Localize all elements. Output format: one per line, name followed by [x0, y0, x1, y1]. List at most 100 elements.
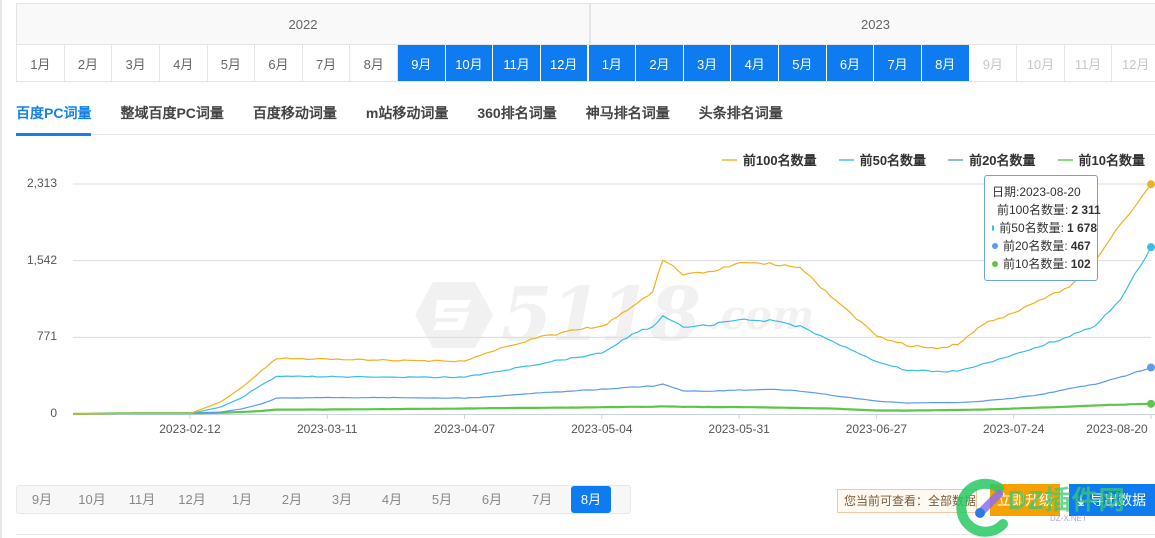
month-2022-6[interactable]: 6月 — [255, 45, 303, 81]
tab-3[interactable]: m站移动词量 — [365, 105, 449, 121]
x-tick-label: 2023-04-07 — [433, 422, 496, 436]
strip-month-2[interactable]: 11月 — [128, 492, 156, 507]
month-2023-5[interactable]: 5月 — [779, 45, 827, 81]
tooltip-date: 日期:2023-08-20 — [992, 185, 1081, 199]
tooltip-row: 前20名数量: 467 — [992, 237, 1097, 255]
y-tick-label: 0 — [50, 406, 57, 420]
tab-4[interactable]: 360排名词量 — [477, 105, 557, 121]
y-tick-label: 2,313 — [26, 176, 57, 190]
left-border — [0, 0, 2, 538]
month-2022-2[interactable]: 2月 — [64, 45, 113, 81]
strip-month-11[interactable]: 8月 — [571, 486, 611, 513]
month-2022-7[interactable]: 7月 — [302, 45, 351, 81]
month-row: 1月 2月 3月 4月 5月 6月 7月 8月 9月 10月 11月 12月 1月 2月 3月 4月 5月 6月 7… — [17, 45, 1155, 81]
legend-item-2[interactable]: 前20名数量 — [948, 150, 1036, 169]
strip-month-8[interactable]: 5月 — [431, 492, 453, 507]
series-line-1 — [73, 246, 1152, 415]
month-2023-8[interactable]: 8月 — [921, 45, 970, 81]
x-tick-label: 2023-03-11 — [296, 422, 358, 436]
line-chart[interactable] — [0, 170, 1155, 430]
series-dot-icon — [992, 243, 998, 249]
strip-month-0[interactable]: 9月 — [31, 492, 53, 507]
legend-item-0[interactable]: 前100名数量 — [721, 150, 817, 169]
month-picker: 2022 2023 1月 2月 3月 4月 5月 6月 7月 8月 9月 10月 11月 12月 1月 2… — [16, 3, 1155, 82]
month-2022-8[interactable]: 8月 — [350, 45, 398, 81]
y-tick-label: 771 — [36, 329, 57, 344]
month-2022-5[interactable]: 5月 — [207, 45, 256, 81]
strip-month-6[interactable]: 3月 — [331, 492, 353, 507]
strip-month-4[interactable]: 1月 — [231, 492, 253, 507]
month-2022-3[interactable]: 3月 — [112, 45, 160, 81]
strip-month-5[interactable]: 2月 — [281, 492, 303, 507]
month-2022-12[interactable]: 12月 — [540, 45, 589, 81]
legend-label: 前20名数量 — [969, 153, 1036, 168]
strip-month-1[interactable]: 10月 — [78, 492, 106, 507]
x-tick-label: 2023-07-24 — [983, 422, 1045, 436]
x-tick-label: 2023-05-04 — [571, 422, 633, 436]
export-label: 导出数据 — [1090, 492, 1147, 508]
strip-month-10[interactable]: 7月 — [531, 492, 553, 507]
legend-line-icon — [838, 158, 854, 161]
series-point-2[interactable] — [1147, 363, 1155, 372]
month-2022-9[interactable]: 9月 — [398, 45, 446, 81]
y-tick-label: 1,542 — [26, 252, 57, 267]
metric-tabs: 百度PC词量 整域百度PC词量 百度移动词量 m站移动词量 360排名词量 神马排名词量 头… — [16, 95, 1155, 136]
month-2023-2[interactable]: 2月 — [636, 45, 684, 81]
series-line-0 — [73, 183, 1152, 415]
month-2023-4[interactable]: 4月 — [731, 45, 779, 81]
tooltip-value: 2 311 — [1071, 203, 1101, 217]
legend-line-icon — [721, 158, 737, 161]
tab-1[interactable]: 整域百度PC词量 — [120, 105, 224, 121]
year-2023-header: 2023 — [861, 16, 890, 32]
month-2022-1[interactable]: 1月 — [17, 45, 65, 81]
strip-month-7[interactable]: 4月 — [381, 492, 403, 507]
upgrade-button[interactable]: 立即升级 — [990, 484, 1060, 516]
x-tick-label: 2023-02-12 — [159, 422, 221, 436]
legend-label: 前50名数量 — [859, 153, 927, 168]
legend-label: 前100名数量 — [742, 153, 817, 168]
download-icon: ⤓ — [1077, 491, 1085, 508]
chart-tooltip: 日期:2023-08-20 前100名数量: 2 311 前50名数量: 1 678 前… — [984, 175, 1101, 281]
month-2022-10[interactable]: 10月 — [445, 45, 494, 81]
tooltip-row: 前10名数量: 102 — [992, 255, 1097, 273]
month-2022-4[interactable]: 4月 — [159, 45, 208, 81]
legend-line-icon — [1057, 158, 1073, 161]
export-data-button[interactable]: ⤓ 导出数据 — [1069, 484, 1155, 516]
x-tick-label: 2023-05-31 — [708, 422, 770, 436]
year-header-row: 2022 2023 — [17, 4, 1155, 45]
divider — [16, 534, 1155, 535]
month-2023-3[interactable]: 3月 — [683, 45, 732, 81]
month-2023-10: 10月 — [1017, 45, 1065, 81]
tab-2[interactable]: 百度移动词量 — [252, 105, 337, 121]
series-line-2 — [73, 367, 1152, 415]
tab-0[interactable]: 百度PC词量 — [16, 95, 92, 136]
tab-5[interactable]: 神马排名词量 — [585, 105, 670, 121]
tab-6[interactable]: 头条排名词量 — [698, 105, 783, 121]
tooltip-label: 前50名数量: — [999, 221, 1064, 235]
legend-label: 前10名数量 — [1078, 153, 1145, 168]
tooltip-label: 前100名数量: — [997, 203, 1069, 217]
series-point-0[interactable] — [1147, 180, 1155, 189]
series-dot-icon — [992, 261, 998, 267]
strip-month-3[interactable]: 12月 — [178, 492, 206, 507]
year-2022-header: 2022 — [17, 4, 591, 44]
x-tick-label: 2023-08-20 — [1086, 422, 1148, 436]
month-2023-1[interactable]: 1月 — [588, 45, 637, 81]
legend-item-1[interactable]: 前50名数量 — [838, 150, 927, 169]
series-point-1[interactable] — [1147, 243, 1155, 252]
x-tick-label: 2023-06-27 — [845, 422, 908, 436]
tooltip-value: 467 — [1070, 239, 1091, 253]
month-2023-9: 9月 — [969, 45, 1018, 81]
legend-item-3[interactable]: 前10名数量 — [1057, 150, 1145, 169]
strip-month-9[interactable]: 6月 — [481, 492, 503, 507]
month-2022-11[interactable]: 11月 — [493, 45, 541, 81]
month-2023-11: 11月 — [1064, 45, 1113, 81]
month-range-slider: 9月 10月 11月 12月 1月 2月 3月 4月 5月 6月 7月 8月 — [16, 485, 631, 514]
legend-line-icon — [948, 158, 964, 161]
series-point-3[interactable] — [1147, 399, 1155, 408]
month-2023-6[interactable]: 6月 — [826, 45, 875, 81]
month-2023-7[interactable]: 7月 — [874, 45, 922, 81]
series-dot-icon — [992, 225, 995, 231]
tooltip-value: 102 — [1070, 257, 1091, 271]
access-notice: 您当前可查看：全部数据 — [837, 489, 977, 513]
